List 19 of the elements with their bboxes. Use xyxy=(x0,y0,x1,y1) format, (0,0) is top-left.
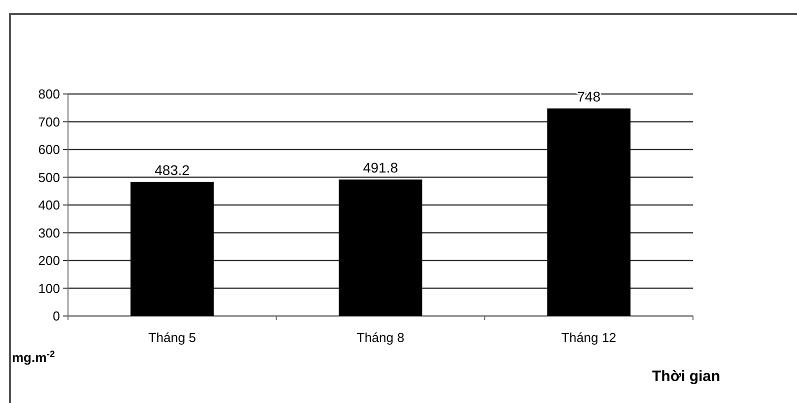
bar xyxy=(130,182,214,316)
data-label: 483.2 xyxy=(154,162,190,178)
y-tick-label: 800 xyxy=(38,86,60,102)
y-tick-label: 100 xyxy=(38,280,60,296)
y-tick-label: 300 xyxy=(38,225,60,240)
x-tick-label: Tháng 8 xyxy=(356,330,404,345)
x-tick-label: Tháng 5 xyxy=(148,330,196,345)
y-tick-label: 400 xyxy=(38,198,60,213)
bar xyxy=(338,180,422,316)
data-label: 491.8 xyxy=(362,160,398,176)
x-axis-title: Thời gian xyxy=(652,368,720,385)
x-tick-label: Tháng 12 xyxy=(561,330,616,345)
y-tick-label: 0 xyxy=(52,308,60,324)
bar xyxy=(547,108,630,316)
y-tick-label: 700 xyxy=(38,114,60,130)
y-tick-label: 600 xyxy=(38,142,60,158)
y-tick-label: 500 xyxy=(38,170,60,185)
y-axis-title: mg.m$^{-2}$ xyxy=(12,349,55,365)
y-tick-label: 200 xyxy=(38,253,60,268)
